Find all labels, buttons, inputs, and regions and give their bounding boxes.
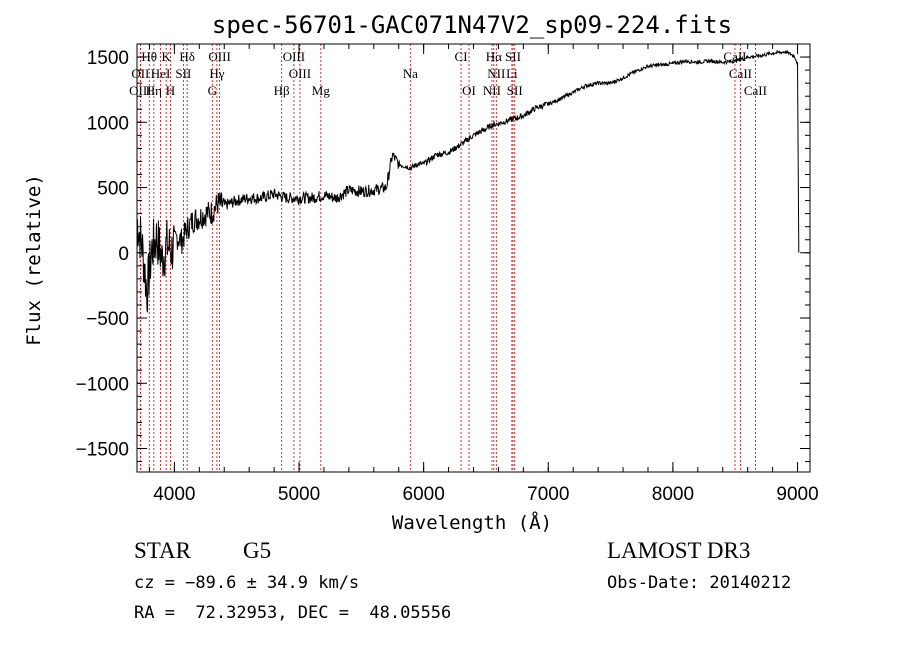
spectral-line-label: NII xyxy=(487,66,505,81)
obs-date: Obs-Date: 20140212 xyxy=(607,573,792,593)
y-tick-label: −1500 xyxy=(76,440,129,461)
x-axis-ticks: 4000 5000 6000 7000 8000 9000 xyxy=(148,44,819,505)
spectral-line-label: CI xyxy=(455,49,468,64)
spectral-line-label: Hβ xyxy=(274,83,290,98)
spectral-line-label: Li xyxy=(506,66,518,81)
plot-frame xyxy=(136,43,811,473)
x-tick-label: 6000 xyxy=(403,484,445,505)
object-class: STAR xyxy=(134,538,191,563)
spectral-line-label: CaII xyxy=(744,83,767,98)
y-axis-label: Flux (relative) xyxy=(23,174,45,346)
spectral-line-markers xyxy=(139,44,756,472)
y-tick-label: 0 xyxy=(118,244,129,265)
spectral-line-label: H xyxy=(166,83,175,98)
spectral-line-label: HeI xyxy=(151,66,171,81)
x-tick-label: 9000 xyxy=(776,484,818,505)
survey-name: LAMOST DR3 xyxy=(607,538,751,563)
spectral-line-label: OI xyxy=(462,83,476,98)
spectral-line-label: SII xyxy=(507,83,523,98)
spectral-line-label: OII xyxy=(131,66,149,81)
spectral-line-label: OIII xyxy=(289,66,311,81)
redshift-cz: cz = −89.6 ± 34.9 km/s xyxy=(134,573,360,593)
flux-series-line xyxy=(136,49,800,313)
series-layer xyxy=(136,49,800,313)
x-axis-label: Wavelength (Å) xyxy=(392,511,552,534)
spectral-line-label: OIII xyxy=(208,49,230,64)
spectral-line-label: Hα xyxy=(486,49,502,64)
chart-title: spec-56701-GAC071N47V2_sp09-224.fits xyxy=(212,11,732,39)
x-tick-label: 7000 xyxy=(527,484,569,505)
spectral-line-label: Hδ xyxy=(179,49,195,64)
y-tick-label: 1000 xyxy=(87,113,129,134)
spectral-line-label: CaII xyxy=(729,66,752,81)
y-tick-label: −1000 xyxy=(76,374,129,395)
spectral-line-label: Hγ xyxy=(209,66,224,81)
x-tick-label: 8000 xyxy=(652,484,694,505)
spectral-line-label: NII xyxy=(483,83,501,98)
coordinates: RA = 72.32953, DEC = 48.05556 xyxy=(134,603,452,623)
spectral-line-label: G xyxy=(208,83,217,98)
spectral-line-label: Hη xyxy=(146,83,162,98)
spectral-line-label: K xyxy=(161,49,171,64)
object-subclass: G5 xyxy=(243,538,272,563)
spectral-line-label: OIII xyxy=(129,83,151,98)
spectral-line-label: SII xyxy=(505,49,521,64)
spectral-line-label: OIII xyxy=(283,49,305,64)
y-axis-ticks: −1500 −1000 −500 0 500 1000 1500 xyxy=(76,43,810,463)
spectral-line-label: SII xyxy=(175,66,191,81)
x-tick-label: 5000 xyxy=(278,484,320,505)
y-tick-label: −500 xyxy=(86,309,129,330)
y-tick-label: 500 xyxy=(97,179,129,200)
x-tick-label: 4000 xyxy=(153,484,195,505)
spectral-line-label: Mg xyxy=(312,83,331,98)
spectral-line-label: Na xyxy=(403,66,418,81)
y-tick-label: 1500 xyxy=(87,48,129,69)
spectral-line-label: Hθ xyxy=(141,49,157,64)
